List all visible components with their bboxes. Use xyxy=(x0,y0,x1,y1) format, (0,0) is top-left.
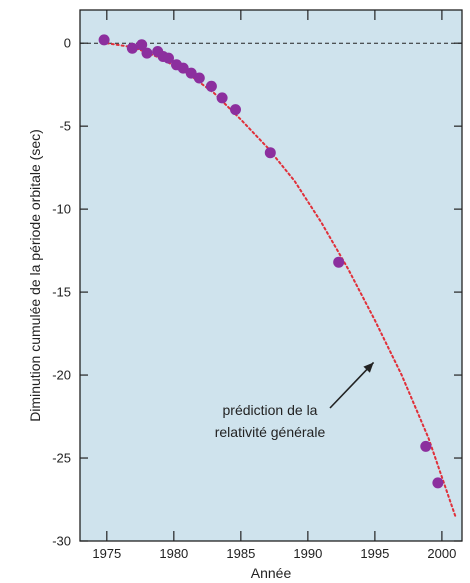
annotation-line-2: relativité générale xyxy=(215,424,326,440)
data-point xyxy=(177,62,189,74)
x-tick-label: 1985 xyxy=(226,546,255,561)
y-tick-label: -15 xyxy=(52,285,71,300)
data-point xyxy=(432,477,444,489)
x-tick-label: 1980 xyxy=(159,546,188,561)
data-point xyxy=(193,72,205,84)
data-point-layer xyxy=(98,34,444,489)
data-point xyxy=(230,104,241,116)
y-tick-label: -25 xyxy=(52,451,71,466)
y-tick-label: 0 xyxy=(64,36,71,51)
data-point xyxy=(126,42,138,54)
annotation-line-1: prédiction de la xyxy=(223,402,318,418)
y-axis-title: Diminution cumulée de la période orbital… xyxy=(27,129,43,422)
data-point xyxy=(185,67,197,79)
annotation-arrow xyxy=(329,361,375,409)
y-tick-label: -30 xyxy=(52,534,71,549)
data-point xyxy=(264,147,276,159)
y-tick-label: -10 xyxy=(52,202,71,217)
data-point xyxy=(136,39,148,51)
x-tick-label: 1975 xyxy=(92,546,121,561)
plot-frame xyxy=(79,9,463,542)
data-point xyxy=(420,440,432,452)
x-tick-label: 1995 xyxy=(360,546,389,561)
y-tick-label: -20 xyxy=(52,368,71,383)
x-axis-title: Année xyxy=(251,565,292,581)
plot-area xyxy=(80,10,462,541)
data-point xyxy=(98,34,110,46)
data-point xyxy=(205,80,217,92)
annotation-arrowhead xyxy=(363,362,374,373)
tick-layer: 1975 1980 1985 1990 1995 2000 0 -5 -10 -15 -20 -25 -… xyxy=(52,10,462,561)
x-tick-label: 1990 xyxy=(293,546,322,561)
data-point xyxy=(216,92,228,104)
y-tick-label: -5 xyxy=(59,119,71,134)
data-point xyxy=(141,47,153,59)
data-point xyxy=(163,52,174,64)
data-point xyxy=(333,256,345,268)
x-tick-label: 2000 xyxy=(427,546,456,561)
